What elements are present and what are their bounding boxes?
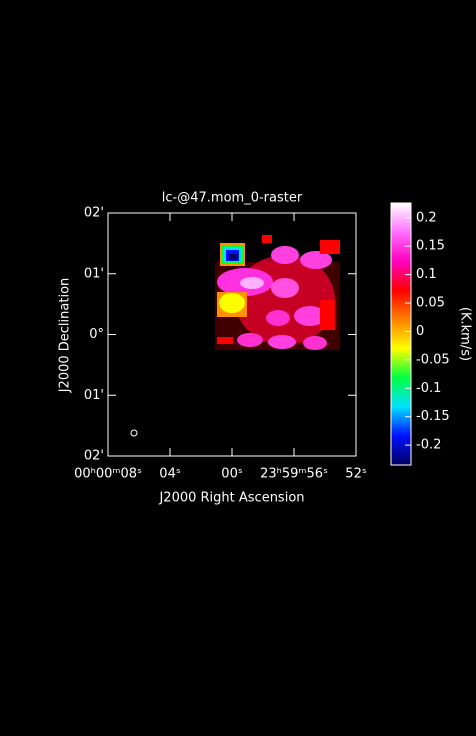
y-tick-label: 02' (84, 449, 104, 464)
raster-image (215, 235, 340, 350)
x-tick-label: 04ˢ (159, 467, 181, 482)
colorbar-tick-label: -0.15 (416, 409, 450, 424)
y-tick-label: 02' (84, 206, 104, 221)
colorbar-tick-label: -0.05 (416, 352, 450, 367)
x-tick-label: 00ˢ (221, 467, 243, 482)
colorbar-tick-label: 0.05 (416, 296, 445, 311)
colorbar-tick-label: 0 (416, 324, 424, 339)
colorbar-tick-label: 0.15 (416, 239, 445, 254)
colorbar-tick-label: 0.2 (416, 210, 437, 225)
x-tick-label: 23ʰ59ᵐ56ˢ (260, 467, 328, 482)
y-tick-label: 0° (89, 327, 104, 342)
x-axis-label: J2000 Right Ascension (158, 491, 304, 506)
beam (130, 429, 138, 437)
y-tick-label: 01' (84, 266, 104, 281)
x-tick-label: 00ʰ00ᵐ08ˢ (74, 467, 142, 482)
y-axis-label: J2000 Declination (58, 278, 73, 394)
x-tick-label: 52ˢ (345, 467, 367, 482)
colorbar-label: (K.km/s) (458, 307, 473, 361)
colorbar-tick-label: 0.1 (416, 267, 437, 282)
colorbar-tick-label: -0.1 (416, 381, 441, 396)
colorbar (390, 202, 412, 466)
chart-title: lc-@47.mom_0-raster (162, 191, 303, 206)
colorbar-tick-label: -0.2 (416, 438, 441, 453)
y-tick-label: 01' (84, 388, 104, 403)
